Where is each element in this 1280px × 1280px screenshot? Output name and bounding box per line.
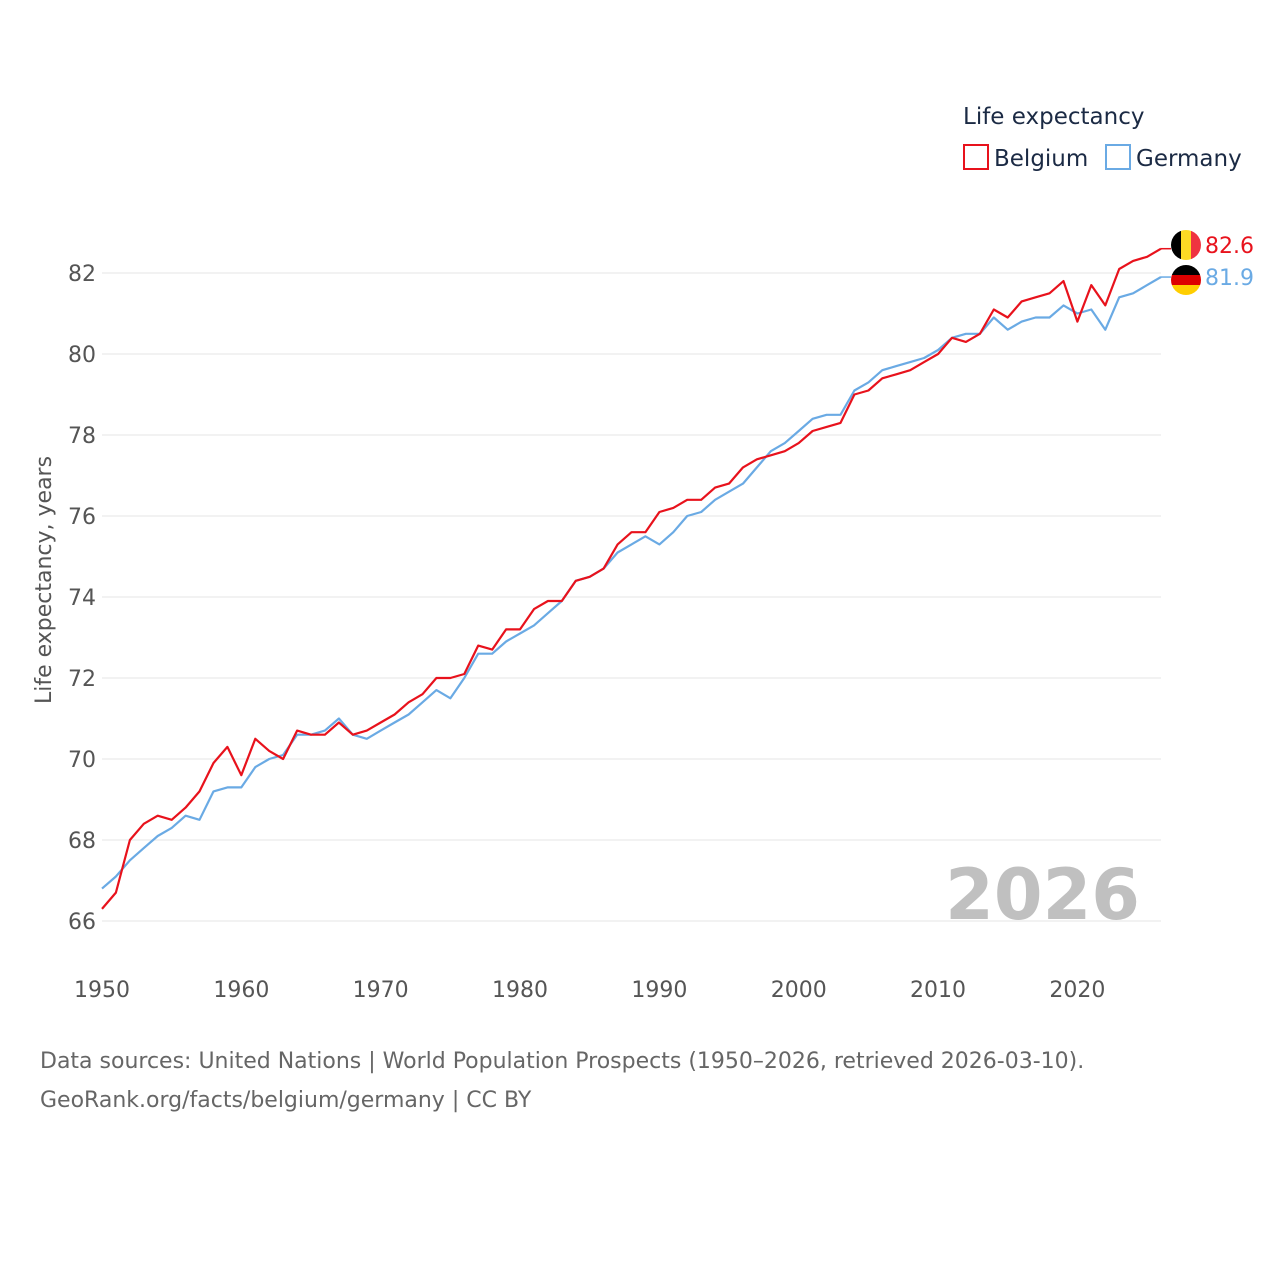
- y-tick-label: 70: [68, 748, 96, 773]
- series-line-germany: [101, 276, 1162, 890]
- y-tick-label: 68: [68, 829, 96, 854]
- source-line: Data sources: United Nations | World Pop…: [40, 1049, 1085, 1074]
- series-lines: [101, 247, 1171, 910]
- x-tick-label: 1980: [492, 978, 548, 1003]
- x-tick-label: 1960: [213, 978, 269, 1003]
- y-tick-label: 78: [68, 424, 96, 449]
- x-tick-label: 1970: [353, 978, 409, 1003]
- y-tick-label: 66: [68, 910, 96, 935]
- germany-end-value: 81.9: [1205, 266, 1254, 291]
- series-line-belgium: [101, 247, 1162, 910]
- x-tick-label: 2010: [910, 978, 966, 1003]
- legend-label-germany[interactable]: Germany: [1136, 146, 1242, 172]
- germany-flag-icon: [1171, 265, 1201, 295]
- y-axis: 66 68 70 72 74 76 78 80 82: [68, 262, 96, 935]
- year-label: 2026: [945, 854, 1140, 936]
- x-tick-label: 1950: [74, 978, 130, 1003]
- y-tick-label: 72: [68, 667, 96, 692]
- belgium-flag-icon: [1171, 230, 1201, 260]
- y-tick-label: 74: [68, 586, 96, 611]
- grid-lines: [102, 272, 1161, 922]
- legend-title: Life expectancy: [963, 104, 1144, 130]
- y-tick-label: 82: [68, 262, 96, 287]
- y-tick-label: 80: [68, 343, 96, 368]
- x-axis: 1950 1960 1970 1980 1990 2000 2010 2020: [74, 978, 1105, 1003]
- x-tick-label: 2000: [771, 978, 827, 1003]
- x-tick-label: 1990: [631, 978, 687, 1003]
- legend-swatch-belgium[interactable]: [963, 144, 989, 170]
- x-tick-label: 2020: [1049, 978, 1105, 1003]
- y-tick-label: 76: [68, 505, 96, 530]
- legend: Life expectancy Belgium Germany: [963, 104, 1242, 172]
- life-expectancy-chart: 66 68 70 72 74 76 78 80 82 1950 1960 1970 1980 1990 2…: [32, 104, 1254, 1003]
- legend-label-belgium[interactable]: Belgium: [994, 146, 1088, 172]
- belgium-end-value: 82.6: [1205, 234, 1254, 259]
- legend-swatch-germany[interactable]: [1105, 144, 1131, 170]
- credit-line: GeoRank.org/facts/belgium/germany | CC B…: [40, 1088, 532, 1113]
- source-note: Data sources: United Nations | World Pop…: [40, 1042, 1240, 1120]
- y-axis-label: Life expectancy, years: [32, 456, 57, 704]
